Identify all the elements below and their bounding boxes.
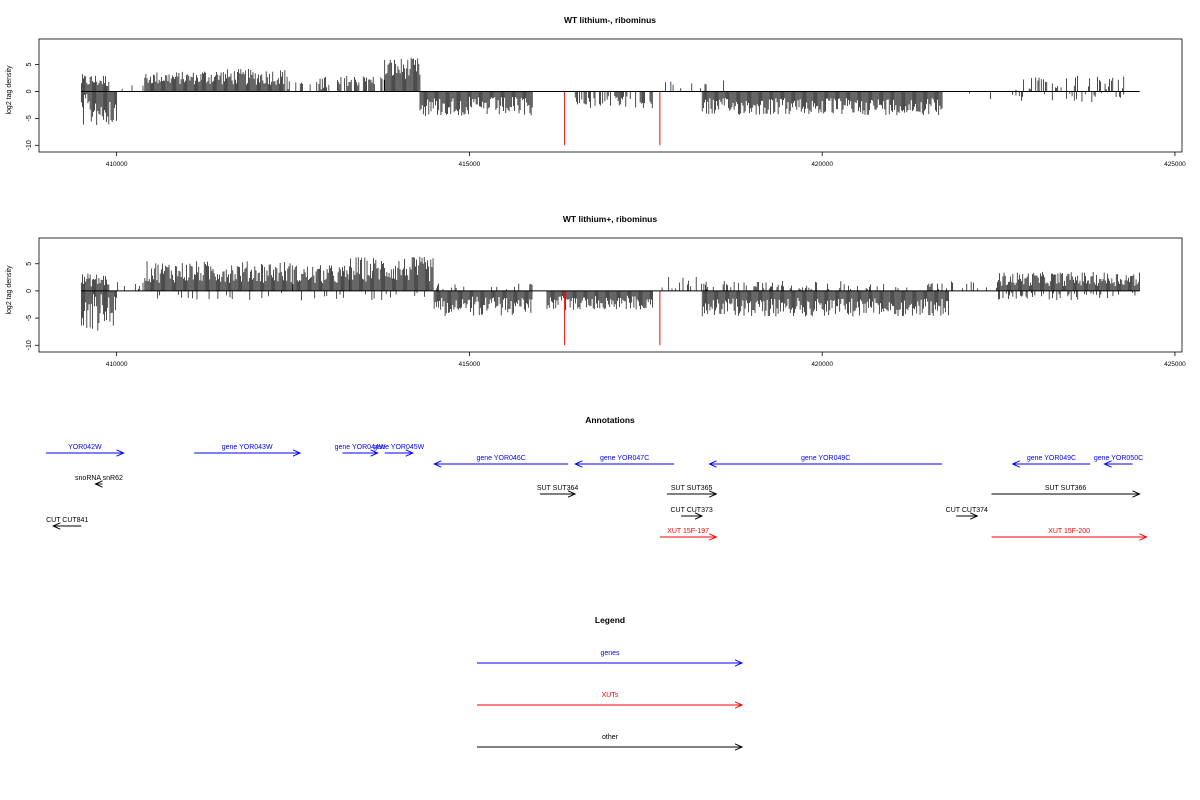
y-tick-label-lithium-minus: 0	[26, 89, 33, 93]
feature-label: gene YOR045W	[373, 444, 424, 451]
x-tick-label-lithium-plus: 425000	[1164, 361, 1186, 368]
feature-label: XUT 15F-200	[1048, 528, 1090, 535]
feature-label: XUT 15F-197	[667, 528, 709, 535]
feature-label: SUT SUT365	[671, 485, 713, 492]
feature-snorna-snr62: snoRNA snR62	[75, 475, 123, 484]
axes-lithium-minus: -10 -5 0 5 410000 415000 420000 425000	[26, 62, 1186, 168]
feature-gene-yor047c: gene YOR047C	[575, 455, 674, 464]
x-tick-label-lithium-plus: 415000	[459, 361, 481, 368]
y-tick-label-lithium-plus: -10	[26, 340, 33, 350]
y-axis-label-lithium-minus: log2 tag density	[6, 65, 13, 115]
feature-label: gene YOR049C	[801, 455, 850, 462]
feature-label: CUT CUT841	[46, 517, 88, 524]
feature-sut-sut365: SUT SUT365	[666, 485, 716, 494]
chart-title-lithium-minus: WT lithium-, ribominus	[564, 15, 656, 25]
x-tick-label-lithium-minus: 425000	[1164, 161, 1186, 168]
x-tick-label-lithium-plus: 410000	[106, 361, 128, 368]
highlights-lithium-minus	[564, 91, 661, 146]
feature-label: gene YOR044W	[335, 444, 386, 451]
panel-lithium-plus: WT lithium+, ribominus log2 tag density …	[6, 214, 1186, 368]
feature-label: gene YOR046C	[476, 455, 525, 462]
annotations-panel: Annotations YOR042W gene YOR043W gene YOR0…	[46, 415, 1147, 537]
bars-lithium-plus	[80, 256, 1140, 331]
feature-cut-cut374: CUT CUT374	[946, 507, 988, 516]
axes-lithium-plus: -10 -5 0 5 410000 415000 420000 425000	[26, 262, 1186, 368]
y-tick-label-lithium-minus: -5	[26, 115, 33, 121]
y-axis-label-lithium-plus: log2 tag density	[6, 265, 13, 315]
panel-lithium-minus: WT lithium-, ribominus log2 tag density …	[6, 15, 1186, 168]
feature-label: CUT CUT374	[946, 507, 988, 514]
legend-label: other	[602, 734, 619, 741]
feature-gene-yor045w: gene YOR045W	[373, 444, 425, 453]
y-tick-label-lithium-plus: 5	[26, 262, 33, 266]
feature-gene-yor043w: gene YOR043W	[194, 444, 300, 453]
feature-cut-cut841: CUT CUT841	[46, 517, 88, 526]
legend-item-xuts: XUTs	[477, 692, 742, 705]
chart-title-lithium-plus: WT lithium+, ribominus	[563, 214, 657, 224]
feature-sut-sut364: SUT SUT364	[537, 485, 579, 494]
y-tick-label-lithium-plus: 0	[26, 289, 33, 293]
feature-label: gene YOR043W	[222, 444, 273, 451]
annotations-title: Annotations	[585, 415, 635, 425]
feature-label: CUT CUT373	[670, 507, 712, 514]
feature-label: SUT SUT364	[537, 485, 579, 492]
x-tick-label-lithium-minus: 420000	[811, 161, 833, 168]
feature-cut-cut373: CUT CUT373	[670, 507, 713, 516]
highlights-lithium-plus	[564, 290, 661, 346]
feature-label: SUT SUT366	[1045, 485, 1087, 492]
plot-frame-lithium-plus	[38, 237, 1183, 353]
y-tick-label-lithium-plus: -5	[26, 315, 33, 321]
feature-label: snoRNA snR62	[75, 475, 123, 482]
feature-gene-yor044w: gene YOR044W	[335, 444, 386, 453]
feature-label: gene YOR050C	[1094, 455, 1143, 462]
legend-items: genes XUTs other	[477, 650, 742, 747]
legend-label: genes	[600, 650, 620, 657]
feature-sut-sut366: SUT SUT366	[991, 485, 1140, 494]
feature-xut-15f-197: XUT 15F-197	[659, 528, 716, 537]
feature-xut-15f-200: XUT 15F-200	[991, 528, 1147, 537]
feature-gene-yor050c: gene YOR050C	[1094, 455, 1143, 464]
legend-label: XUTs	[602, 692, 619, 699]
feature-label: YOR042W	[68, 444, 102, 451]
plot-frame-lithium-minus	[38, 38, 1183, 153]
feature-yor042w: YOR042W	[46, 444, 124, 453]
feature-gene-yor049c: gene YOR049C	[1013, 455, 1091, 464]
feature-gene-yor049c: gene YOR049C	[709, 455, 943, 464]
legend-item-genes: genes	[477, 650, 742, 663]
feature-gene-yor046c: gene YOR046C	[434, 455, 569, 464]
feature-label: gene YOR047C	[600, 455, 649, 462]
feature-label: gene YOR049C	[1027, 455, 1076, 462]
legend-title: Legend	[595, 615, 625, 625]
y-tick-label-lithium-minus: -10	[26, 140, 33, 150]
y-tick-label-lithium-minus: 5	[26, 62, 33, 66]
x-tick-label-lithium-minus: 415000	[459, 161, 481, 168]
legend: Legend genes XUTs other	[477, 615, 742, 747]
legend-item-other: other	[477, 734, 742, 747]
x-tick-label-lithium-minus: 410000	[106, 161, 128, 168]
x-tick-label-lithium-plus: 420000	[811, 361, 833, 368]
bars-lithium-minus	[80, 57, 1125, 125]
